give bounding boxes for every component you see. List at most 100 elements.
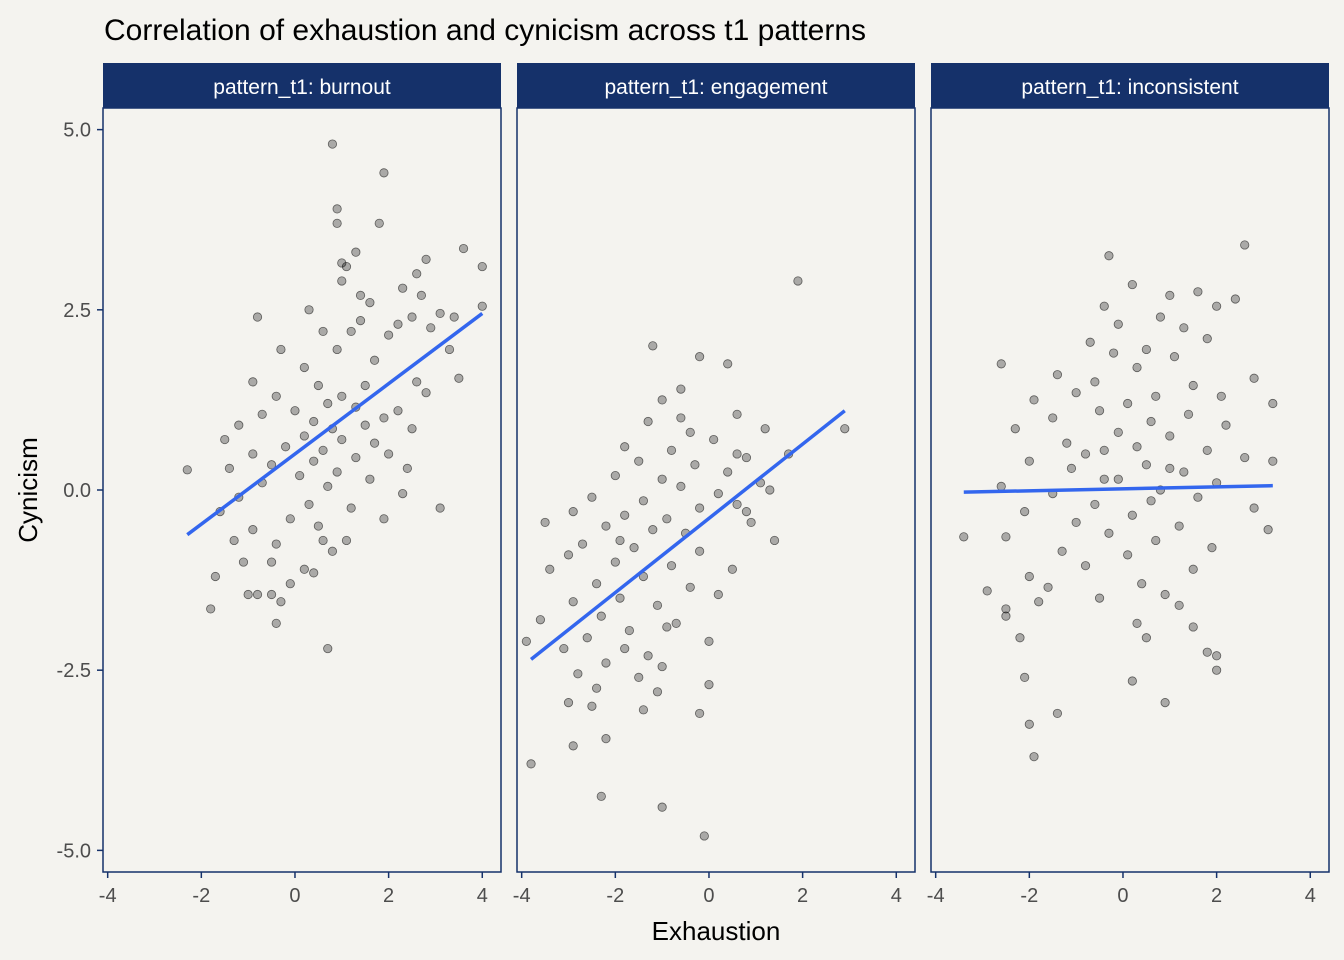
data-point <box>1043 582 1053 592</box>
data-point <box>313 380 323 391</box>
x-tick-label: 4 <box>891 885 902 907</box>
data-point <box>620 510 630 520</box>
data-point <box>365 474 375 484</box>
data-point <box>327 139 338 149</box>
data-point <box>1132 442 1142 452</box>
data-point <box>1127 676 1137 686</box>
data-point <box>1010 424 1020 434</box>
facet-panel: pattern_t1: inconsistent -4 -2 0 2 4 <box>927 63 1330 907</box>
data-point <box>746 517 756 528</box>
data-point <box>248 377 258 387</box>
data-point <box>1062 438 1072 448</box>
data-point <box>676 384 686 394</box>
data-point <box>657 802 667 812</box>
data-point <box>299 564 309 574</box>
data-point <box>1015 633 1025 643</box>
data-point <box>1216 391 1226 401</box>
data-point <box>1071 388 1081 398</box>
data-point <box>369 355 380 365</box>
data-point <box>1212 665 1222 675</box>
x-tick-label: -2 <box>1020 885 1038 907</box>
x-axis-label: Exhaustion <box>652 916 781 946</box>
data-point <box>676 413 686 423</box>
data-point <box>1052 708 1063 719</box>
data-point <box>713 489 723 499</box>
data-point <box>587 701 597 711</box>
data-point <box>327 546 338 556</box>
data-point <box>685 427 695 437</box>
data-point <box>1029 395 1039 405</box>
data-point <box>351 247 361 257</box>
data-point <box>643 651 653 661</box>
data-point <box>610 470 620 481</box>
data-point <box>563 550 574 560</box>
data-point <box>610 557 620 567</box>
data-point <box>341 261 352 272</box>
data-point <box>568 741 578 751</box>
data-point <box>596 791 606 801</box>
data-point <box>1169 352 1180 362</box>
data-point <box>521 636 531 646</box>
data-point <box>1141 344 1151 355</box>
data-point <box>638 705 649 715</box>
data-point <box>374 218 384 228</box>
x-tick-label: -4 <box>513 885 531 907</box>
data-point <box>840 424 850 434</box>
data-point <box>1020 507 1030 517</box>
data-point <box>206 604 216 614</box>
data-point <box>582 633 592 643</box>
data-point <box>1099 474 1109 484</box>
data-point <box>615 535 625 546</box>
data-point <box>458 243 469 254</box>
data-point <box>266 460 277 470</box>
data-point <box>318 326 328 337</box>
data-point <box>591 683 602 693</box>
data-point <box>351 452 361 463</box>
data-point <box>1151 391 1161 401</box>
data-point <box>723 359 733 369</box>
data-point <box>1109 348 1119 358</box>
data-point <box>526 759 536 769</box>
data-point <box>1268 398 1278 409</box>
data-point <box>412 377 422 387</box>
data-point <box>1165 463 1175 473</box>
data-point <box>723 467 733 477</box>
data-point <box>332 344 342 355</box>
data-point <box>769 535 780 546</box>
data-point <box>1146 416 1156 427</box>
data-point <box>1020 672 1030 682</box>
data-point <box>271 539 281 549</box>
data-point <box>309 568 319 578</box>
data-point <box>332 467 342 477</box>
data-point <box>332 204 342 214</box>
data-point <box>360 380 370 391</box>
data-point <box>384 449 394 459</box>
data-point <box>295 470 305 481</box>
x-tick-label: -2 <box>606 885 624 907</box>
data-point <box>662 514 672 524</box>
data-point <box>318 535 328 546</box>
data-point <box>285 579 295 589</box>
data-point <box>393 319 403 329</box>
x-tick-label: -2 <box>192 885 210 907</box>
data-point <box>1240 240 1250 250</box>
data-point <box>1024 571 1034 582</box>
data-point <box>412 269 422 279</box>
data-point <box>793 276 803 286</box>
data-point <box>657 474 667 484</box>
data-point <box>477 301 487 311</box>
data-point <box>662 622 672 632</box>
data-point <box>1249 503 1259 513</box>
y-tick-label: 0.0 <box>63 480 91 502</box>
data-point <box>601 734 611 744</box>
data-point <box>648 341 658 351</box>
data-point <box>276 597 286 607</box>
data-point <box>1151 535 1161 546</box>
data-point <box>1188 380 1198 391</box>
data-point <box>477 261 487 272</box>
data-point <box>398 283 408 293</box>
data-point <box>601 658 611 668</box>
x-tick-label: 0 <box>703 885 714 907</box>
data-point <box>545 564 555 574</box>
data-point <box>1202 647 1212 657</box>
